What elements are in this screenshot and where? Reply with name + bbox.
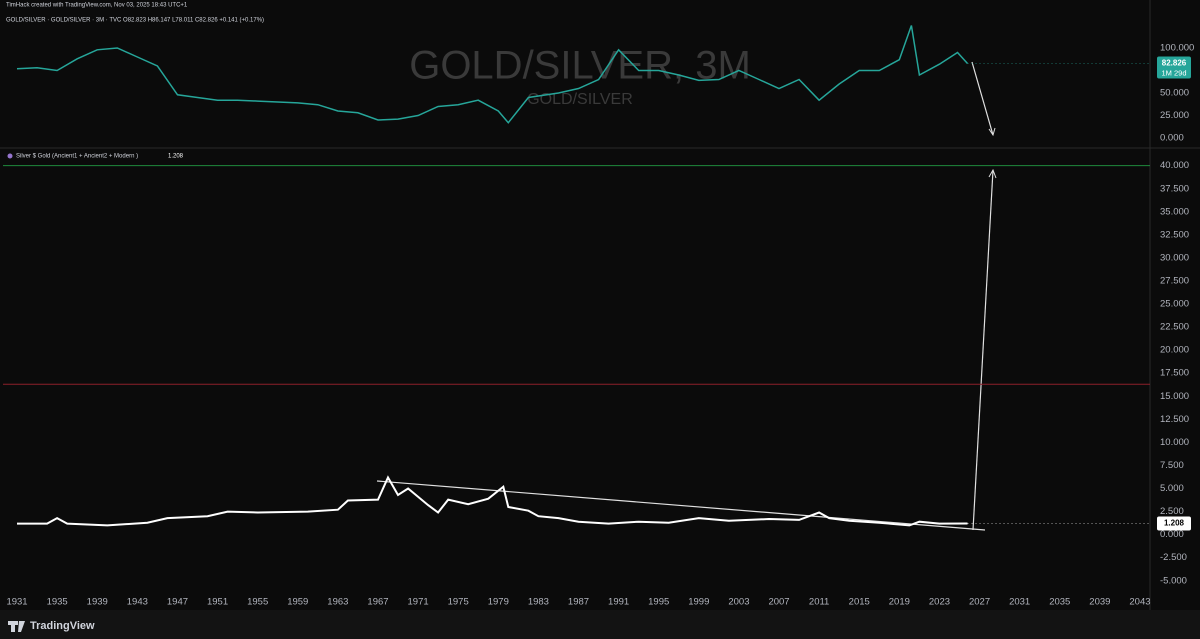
x-tick-label: 2011 [809,597,829,608]
x-tick-label: 1987 [568,597,589,608]
arrow-head [988,127,996,137]
x-tick-label: 2007 [768,597,789,608]
y-tick-label: -2.500 [1160,552,1187,563]
y-tick-label: 27.500 [1160,276,1189,287]
legend-entry: Silver $ Gold (Ancient1 + Ancient2 + Mod… [16,154,138,160]
y-tick-label: 100.000 [1160,43,1194,54]
y-tick-label: 50.000 [1160,88,1189,99]
y-tick-label: 32.500 [1160,229,1189,240]
x-tick-label: 1971 [408,597,429,608]
y-tick-label: 15.000 [1160,391,1189,402]
y-tick-label: 0.000 [1160,133,1184,144]
x-tick-label: 2023 [929,597,950,608]
arrow-up [972,169,994,531]
y-tick-label: 40.000 [1160,160,1189,171]
y-tick-label: 37.500 [1160,183,1189,194]
legend-text: GOLD/SILVER · GOLD/SILVER · 3M · TVC O82… [6,18,264,24]
y-tick-label: 25.000 [1160,110,1189,121]
x-tick-label: 1959 [287,597,308,608]
x-tick-label: 1939 [87,597,108,608]
y-tick-label: 5.000 [1160,483,1184,494]
arrow-head [988,168,997,179]
footer-logo: TradingView [30,620,95,632]
series-line [16,25,969,124]
x-tick-label: 2035 [1049,597,1070,608]
y-tick-label: 17.500 [1160,368,1189,379]
watermark: GOLD/SILVER, 3M [409,44,751,88]
price-label: 82.826 [1162,59,1187,68]
trend-line [376,480,986,531]
arrow-down [971,61,994,136]
x-tick-label: 1955 [247,597,268,608]
y-tick-label: 12.500 [1160,414,1189,425]
legend-dot [7,153,13,159]
y-tick-label: 25.000 [1160,299,1189,310]
x-tick-label: 1991 [608,597,629,608]
series-line [17,475,968,527]
y-tick-label: 7.500 [1160,460,1184,471]
y-tick-label: 35.000 [1160,206,1189,217]
y-tick-label: 30.000 [1160,252,1189,263]
legend-value: 1.208 [168,154,184,160]
x-tick-label: 1943 [127,597,148,608]
price-label: 1.208 [1164,519,1185,528]
x-tick-label: 1947 [167,597,188,608]
x-tick-label: 2019 [889,597,910,608]
x-tick-label: 1967 [367,597,388,608]
countdown: 1M 29d [1161,68,1186,77]
price-box [1157,56,1191,79]
x-tick-label: 2003 [728,597,749,608]
x-tick-label: 1935 [47,597,68,608]
watermark-sub: GOLD/SILVER [527,91,633,108]
x-tick-label: 1963 [327,597,348,608]
logo-icon [8,621,25,632]
y-tick-label: 20.000 [1160,345,1189,356]
x-tick-label: 2039 [1089,597,1110,608]
x-tick-label: 1983 [528,597,549,608]
x-tick-label: 1931 [6,597,27,608]
x-tick-label: 1995 [648,597,669,608]
y-tick-label: 10.000 [1160,437,1189,448]
footer-bar [0,610,1200,639]
y-tick-label: 0.000 [1160,529,1184,540]
x-tick-label: 2027 [969,597,990,608]
price-box [1157,516,1191,531]
y-tick-label: 2.500 [1160,506,1184,517]
header: TimHack created with TradingView.com, No… [6,3,188,9]
x-tick-label: 2043 [1129,597,1150,608]
x-tick-label: 1979 [488,597,509,608]
x-tick-label: 1999 [688,597,709,608]
x-tick-label: 2031 [1009,597,1030,608]
y-tick-label: -5.000 [1160,575,1187,586]
x-tick-label: 1951 [207,597,228,608]
x-tick-label: 1975 [448,597,469,608]
y-tick-label: 22.500 [1160,322,1189,333]
x-tick-label: 2015 [849,597,870,608]
